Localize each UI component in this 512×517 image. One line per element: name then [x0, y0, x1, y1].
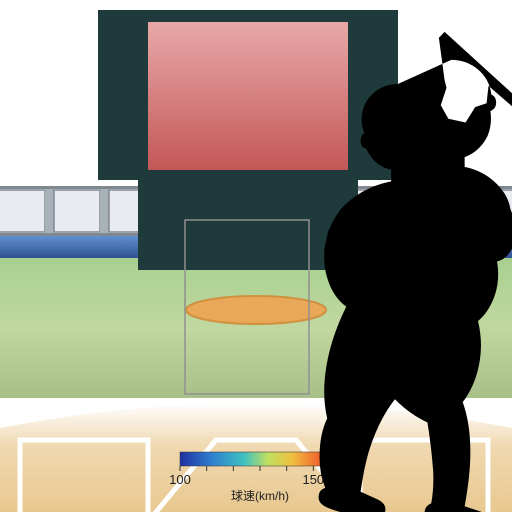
scale-tick-label: 150 — [302, 472, 324, 487]
pitchers-mound — [186, 296, 326, 324]
scoreboard-screen — [148, 22, 348, 170]
scale-tick-label: 100 — [169, 472, 191, 487]
scale-title: 球速(km/h) — [231, 489, 289, 503]
